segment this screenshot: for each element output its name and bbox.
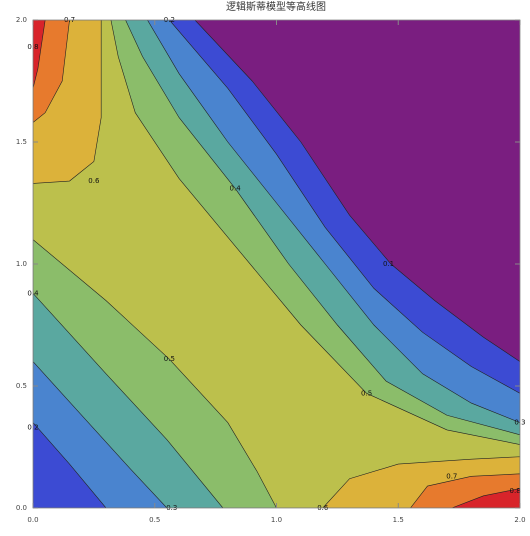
contour-band: [451, 488, 520, 508]
x-tick-label: 1.5: [393, 516, 404, 524]
contour-label: 0.1: [383, 260, 394, 268]
contour-label: 0.6: [88, 177, 100, 185]
y-tick-label: 1.5: [16, 138, 27, 146]
contour-label: 0.8: [510, 487, 521, 495]
contour-label: 0.4: [230, 184, 242, 192]
contour-band: [33, 20, 520, 508]
x-tick-label: 1.0: [271, 516, 282, 524]
y-tick-label: 0.0: [16, 504, 27, 512]
plot-area: [33, 20, 520, 508]
chart-title: 逻辑斯蒂模型等高线图: [226, 0, 326, 13]
y-tick-label: 2.0: [16, 16, 27, 24]
contour-label: 0.5: [164, 355, 175, 363]
y-tick-label: 0.5: [16, 382, 27, 390]
contour-label: 0.5: [361, 389, 372, 397]
x-tick-label: 0.0: [27, 516, 38, 524]
x-tick-label: 0.5: [149, 516, 160, 524]
contour-label: 0.7: [446, 472, 457, 480]
y-tick-label: 1.0: [16, 260, 27, 268]
contour-band: [33, 20, 46, 89]
x-tick-label: 2.0: [514, 516, 525, 524]
contour-band: [33, 20, 70, 123]
